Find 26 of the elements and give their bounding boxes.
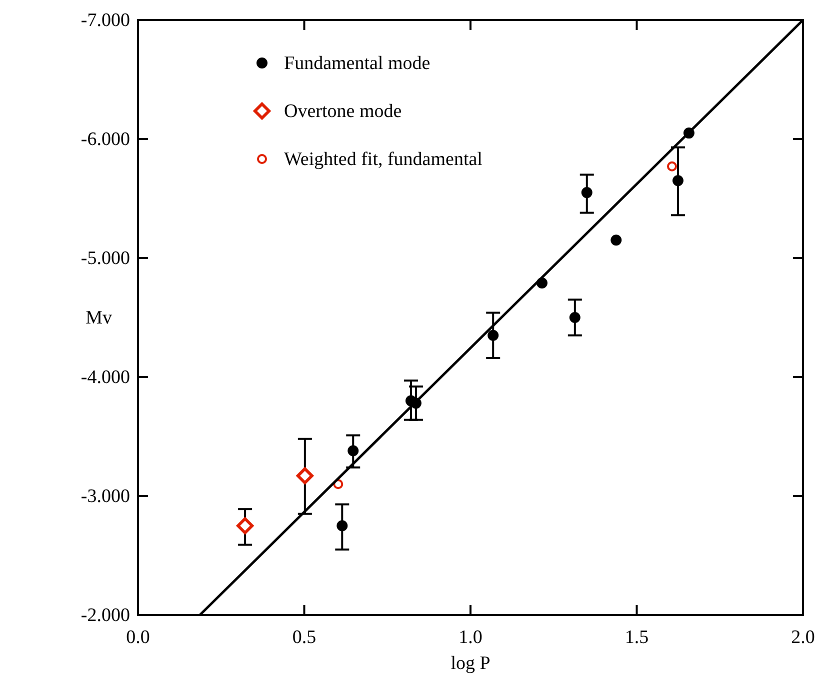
point — [672, 175, 684, 186]
point — [336, 520, 348, 532]
point — [581, 187, 592, 198]
y-tick-label: -2.000 — [80, 605, 130, 626]
legend-label: Fundamental mode — [284, 53, 430, 74]
point — [610, 234, 622, 246]
x-tick-label: 1.0 — [458, 627, 482, 648]
point — [348, 445, 359, 456]
y-tick-label: -6.000 — [80, 129, 130, 150]
legend-label: Weighted fit, fundamental — [284, 149, 482, 170]
point — [666, 161, 677, 172]
x-axis-title: log P — [450, 653, 490, 674]
point — [569, 312, 580, 323]
point — [488, 330, 499, 341]
point — [236, 517, 254, 534]
x-tick-label: 1.5 — [624, 627, 649, 648]
y-tick-label: -5.000 — [80, 248, 130, 269]
x-tick-label: 2.0 — [791, 627, 815, 648]
point — [296, 467, 314, 484]
y-tick-label: -7.000 — [80, 10, 130, 31]
y-tick-label: -4.000 — [80, 367, 130, 388]
x-tick-label: 0.0 — [126, 627, 150, 648]
y-tick-label: -3.000 — [80, 486, 130, 507]
y-axis-title: Mv — [86, 308, 112, 328]
x-tick-label: 0.5 — [292, 627, 316, 648]
legend-label: Overtone mode — [284, 101, 402, 122]
